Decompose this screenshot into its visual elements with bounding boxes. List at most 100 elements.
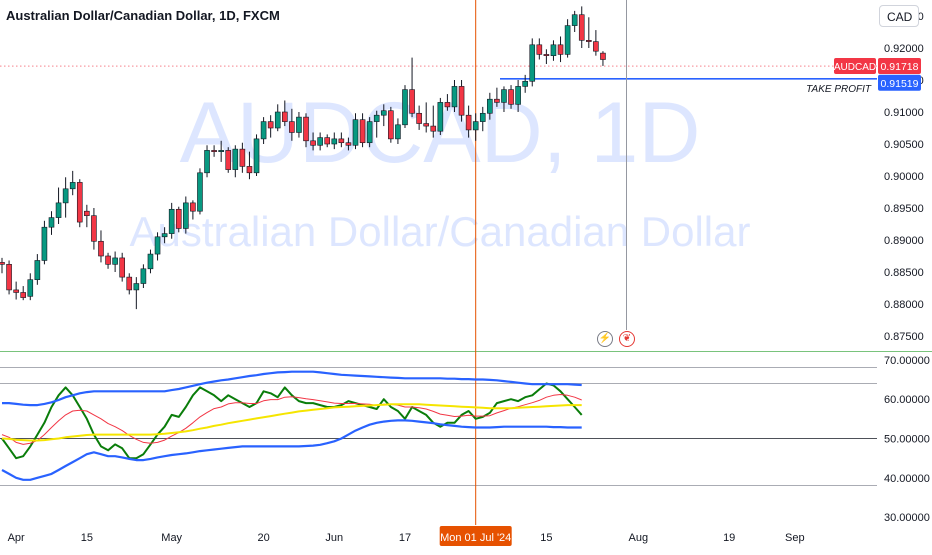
candle-body: [13, 289, 19, 293]
candle: [6, 260, 12, 295]
candle-body: [529, 44, 536, 82]
candle: [536, 38, 543, 60]
candle: [416, 105, 422, 130]
candle-body: [508, 89, 514, 105]
candle-body: [501, 89, 507, 103]
candle: [444, 94, 451, 111]
candle-body: [161, 233, 168, 238]
candle: [458, 80, 465, 122]
price-labels: AUDCAD 0.91718 0.91519 TAKE PROFIT: [806, 58, 921, 95]
candle: [27, 273, 34, 301]
symbol-tag-box: [834, 58, 876, 75]
candle: [303, 113, 309, 148]
candle: [522, 74, 528, 93]
candle: [20, 286, 27, 301]
candle-body: [317, 137, 323, 146]
candle-body: [380, 110, 387, 116]
candle-body: [76, 182, 83, 223]
candle: [84, 204, 90, 228]
candle-body: [140, 268, 147, 284]
candle-body: [388, 110, 394, 140]
candle: [331, 132, 338, 150]
candle-body: [289, 121, 295, 133]
last-price-box: [878, 58, 921, 75]
candle-body: [359, 119, 366, 144]
candle: [289, 108, 295, 141]
candle-body: [338, 138, 345, 144]
candle-body: [494, 98, 500, 103]
candle-body: [536, 44, 543, 55]
candle-body: [183, 202, 189, 229]
lightning-icon[interactable]: ⚡: [597, 331, 613, 347]
candle-body: [465, 114, 472, 131]
candle: [76, 179, 83, 228]
candle: [472, 113, 479, 141]
candle: [338, 132, 345, 148]
candle-body: [366, 121, 373, 144]
candle: [0, 257, 5, 274]
candle-body: [437, 102, 444, 132]
candle-body: [253, 138, 260, 174]
candle-body: [274, 111, 281, 129]
candle: [197, 168, 203, 215]
time-tick-label: Sep: [785, 532, 805, 544]
time-tick-label: 17: [399, 532, 411, 544]
candle-body: [34, 260, 41, 280]
candle: [91, 208, 97, 250]
candle-body: [472, 121, 479, 131]
candle-body: [225, 150, 232, 170]
candle-body: [310, 140, 316, 146]
indicator-tick-label: 50.00000: [884, 434, 930, 446]
last-price-label: 0.91718: [881, 61, 919, 73]
candle-body: [409, 89, 415, 114]
canada-flag-icon[interactable]: ❦: [619, 331, 635, 347]
candle-body: [430, 125, 437, 132]
candle-body: [204, 150, 210, 174]
candle: [465, 105, 472, 138]
candle-body: [543, 54, 550, 56]
candle: [578, 6, 585, 48]
candle: [204, 145, 210, 178]
currency-button[interactable]: CAD: [879, 5, 919, 27]
time-tick-label: Mon 01 Jul '24: [440, 532, 511, 544]
candle: [324, 134, 331, 148]
take-profit-text: TAKE PROFIT: [806, 84, 872, 95]
candle-body: [260, 121, 267, 140]
candle-body: [197, 172, 203, 212]
candle-body: [571, 14, 578, 26]
candle-body: [373, 114, 380, 122]
candle: [211, 145, 217, 157]
candle: [423, 102, 430, 133]
candle: [564, 19, 571, 58]
grid: [0, 351, 932, 486]
candle: [218, 140, 224, 162]
candle-body: [48, 217, 55, 228]
symbol-tag: AUDCAD: [834, 62, 876, 73]
price-tick-label: 0.89500: [884, 203, 924, 215]
candle-body: [600, 52, 606, 60]
candle: [41, 220, 48, 265]
indicator-signal-line: [1, 403, 582, 442]
date-highlight-badge: [439, 526, 512, 546]
candle: [571, 10, 578, 32]
candle: [451, 80, 458, 112]
time-tick-label: 20: [257, 532, 269, 544]
price-tick-label: 0.89000: [884, 235, 924, 247]
price-tick-label: 0.88500: [884, 267, 924, 279]
candle: [593, 30, 599, 56]
candle-body: [423, 123, 430, 127]
candle: [310, 132, 316, 151]
candle-body: [281, 111, 288, 122]
candle-body: [564, 25, 571, 55]
candle: [395, 118, 401, 144]
candle-body: [458, 86, 465, 116]
candle: [239, 142, 246, 173]
candle-body: [515, 86, 521, 105]
candle: [48, 211, 55, 235]
candle: [529, 38, 536, 87]
candle-body: [55, 202, 62, 218]
indicator-tick-label: 60.00000: [884, 394, 930, 406]
candle-body: [331, 138, 338, 145]
